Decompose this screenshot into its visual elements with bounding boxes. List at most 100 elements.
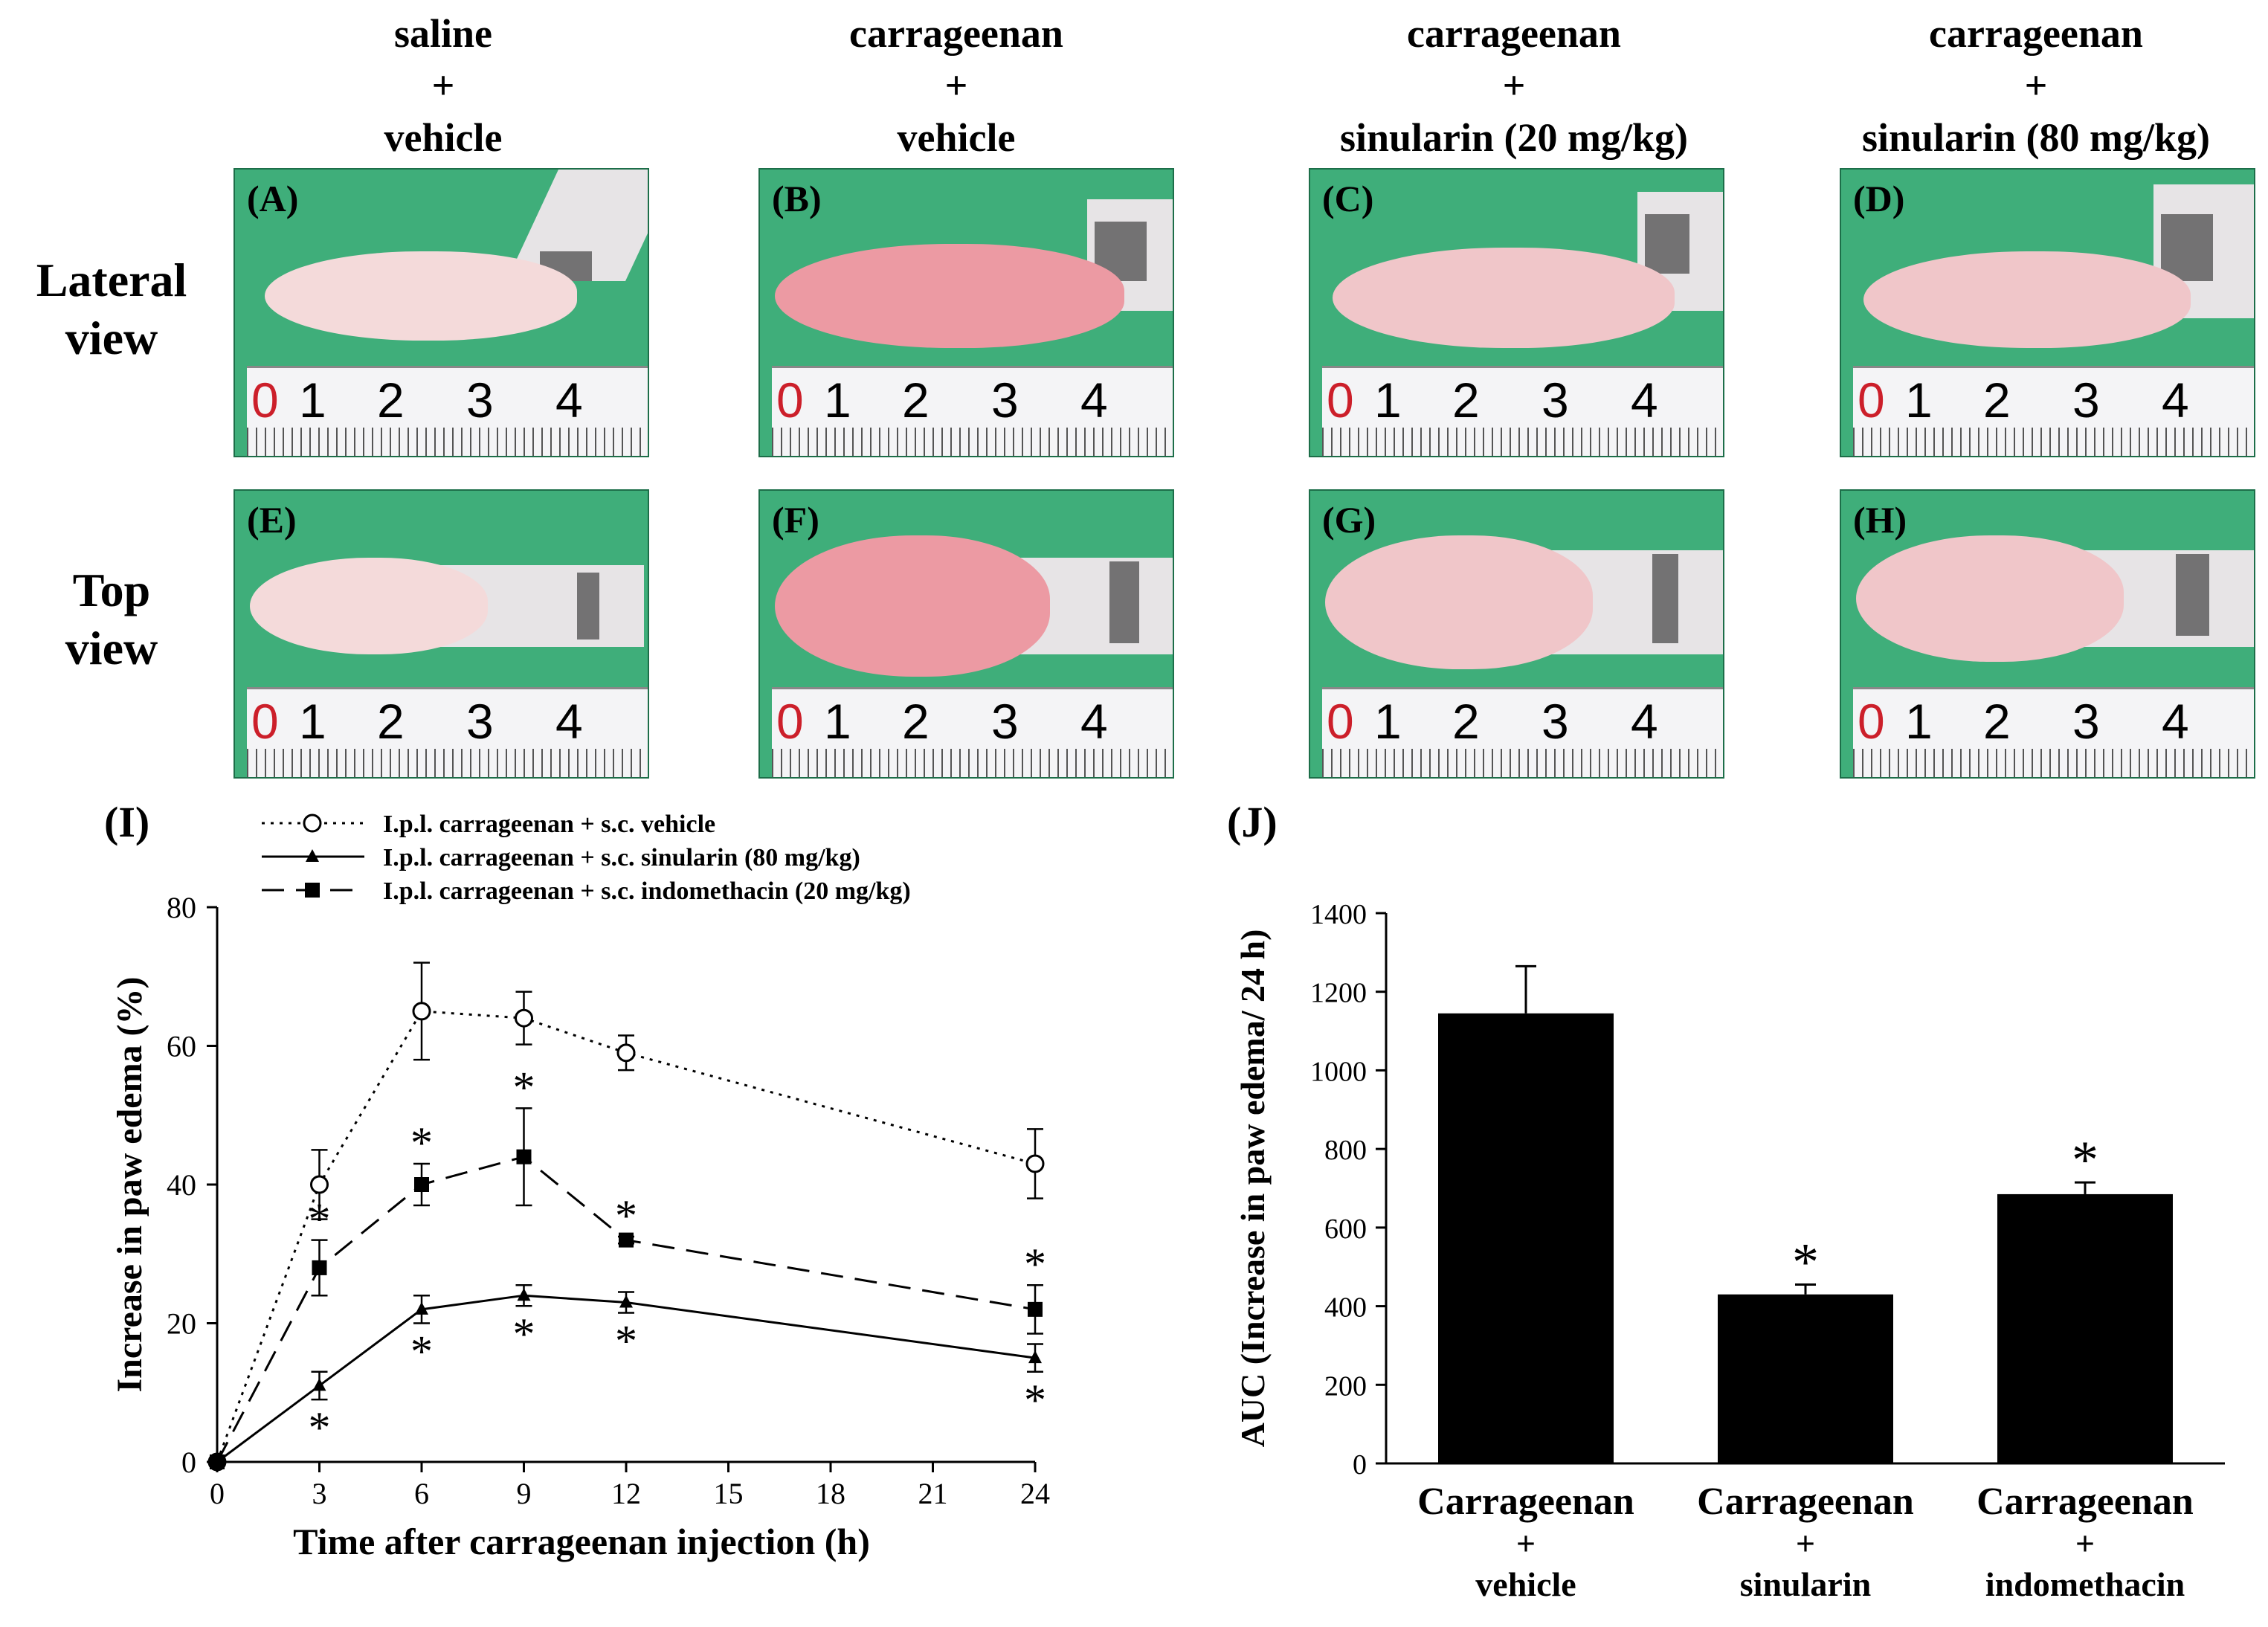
ruler-number: 3 bbox=[991, 373, 1019, 428]
significance-marker: * bbox=[309, 1195, 331, 1244]
significance-marker: * bbox=[309, 1403, 331, 1452]
header-line: sinularin (20 mg/kg) bbox=[1339, 115, 1689, 160]
ruler-number: 4 bbox=[1080, 373, 1108, 428]
header-line: carrageenan bbox=[849, 11, 1063, 56]
x-axis-label: Time after carrageenan injection (h) bbox=[293, 1521, 870, 1562]
photo-tag: (H) bbox=[1853, 499, 1907, 541]
ruler-number: 1 bbox=[1374, 694, 1402, 749]
ruler-number: 2 bbox=[902, 694, 930, 749]
y-tick-label: 1000 bbox=[1310, 1056, 1367, 1087]
header-line: + bbox=[1502, 63, 1526, 108]
data-point bbox=[412, 1002, 431, 1021]
legend-marker bbox=[303, 814, 322, 833]
line-chart: 0 20 40 60 80 0 3 6 9 12 15 18 21 24 Time after carrag… bbox=[110, 811, 1050, 1562]
column-header-sinularin-20: carrageenan + sinularin (20 mg/kg) bbox=[1283, 7, 1745, 164]
category-label: indomethacin bbox=[1985, 1565, 2185, 1603]
ruler-number: 0 bbox=[1327, 694, 1354, 749]
significance-marker: * bbox=[410, 1118, 433, 1167]
header-line: carrageenan bbox=[1407, 11, 1621, 56]
ruler-number: 3 bbox=[991, 694, 1019, 749]
legend-label: I.p.l. carrageenan + s.c. vehicle bbox=[383, 811, 715, 838]
photo-tag: (E) bbox=[247, 499, 297, 541]
ruler-number: 4 bbox=[1080, 694, 1108, 749]
x-tick-label: 24 bbox=[1020, 1477, 1050, 1510]
ruler-number: 0 bbox=[251, 373, 279, 428]
ruler-number: 0 bbox=[251, 694, 279, 749]
panel-label-j: (J) bbox=[1227, 798, 1278, 846]
ruler-ticks bbox=[1853, 428, 2254, 456]
ruler-number: 2 bbox=[1452, 373, 1480, 428]
data-point bbox=[1028, 1350, 1042, 1364]
y-tick-label: 40 bbox=[167, 1168, 196, 1202]
ruler-number: 4 bbox=[2162, 694, 2189, 749]
column-header-sinularin-80: carrageenan + sinularin (80 mg/kg) bbox=[1805, 7, 2267, 164]
data-point bbox=[619, 1295, 633, 1308]
x-tick-label: 6 bbox=[414, 1477, 429, 1510]
photo-tag: (G) bbox=[1322, 499, 1376, 541]
header-line: carrageenan bbox=[1929, 11, 2143, 56]
series-line bbox=[216, 1294, 1036, 1463]
data-point bbox=[414, 1177, 429, 1192]
ruler-ticks bbox=[772, 428, 1173, 456]
paw bbox=[265, 251, 577, 341]
paw bbox=[1856, 535, 2124, 662]
header-line: sinularin (80 mg/kg) bbox=[1861, 115, 2211, 160]
column-header-carrageenan-vehicle: carrageenan + vehicle bbox=[726, 7, 1187, 164]
data-point bbox=[517, 1288, 531, 1301]
photo-tag: (B) bbox=[772, 178, 822, 219]
ink-band bbox=[1652, 554, 1678, 643]
data-point bbox=[310, 1175, 329, 1194]
y-tick-label: 1200 bbox=[1310, 978, 1367, 1009]
category-label: Carrageenan bbox=[1697, 1481, 1914, 1523]
y-axis-label: AUC (Increase in paw edema/ 24 h) bbox=[1234, 930, 1272, 1448]
header-line: saline bbox=[393, 11, 493, 56]
ruler-number: 1 bbox=[1905, 373, 1933, 428]
ruler-number: 3 bbox=[466, 694, 494, 749]
category-label: + bbox=[1796, 1524, 1815, 1562]
ruler-number: 0 bbox=[776, 373, 804, 428]
significance-marker: * bbox=[1024, 1376, 1046, 1425]
y-tick-label: 600 bbox=[1324, 1214, 1367, 1245]
ruler-number: 0 bbox=[776, 694, 804, 749]
ruler-number: 2 bbox=[902, 373, 930, 428]
data-point bbox=[1028, 1301, 1043, 1317]
ruler-number: 3 bbox=[2072, 694, 2100, 749]
series-line bbox=[216, 1156, 1036, 1463]
bar bbox=[1997, 1193, 2173, 1463]
ruler-number: 0 bbox=[1858, 694, 1885, 749]
data-point bbox=[312, 1378, 326, 1391]
category-label: sinularin bbox=[1740, 1565, 1871, 1603]
ruler-number: 0 bbox=[1327, 373, 1354, 428]
header-line: + bbox=[944, 63, 968, 108]
data-point bbox=[619, 1232, 634, 1248]
significance-marker: * bbox=[615, 1191, 637, 1240]
bar bbox=[1438, 1013, 1614, 1463]
ruler-number: 4 bbox=[1631, 373, 1658, 428]
bar-chart: 0 200 400 600 800 1000 1200 1400 AUC (Increase i… bbox=[1234, 899, 2225, 1603]
y-tick-label: 800 bbox=[1324, 1135, 1367, 1166]
x-tick-label: 21 bbox=[918, 1477, 948, 1510]
row-label-line: view bbox=[65, 622, 158, 674]
ruler-ticks bbox=[247, 749, 648, 777]
ruler-number: 3 bbox=[2072, 373, 2100, 428]
header-line: + bbox=[431, 63, 455, 108]
ruler-number: 4 bbox=[2162, 373, 2189, 428]
ruler-number: 1 bbox=[1374, 373, 1402, 428]
ruler-number: 1 bbox=[1905, 694, 1933, 749]
data-point bbox=[516, 1149, 532, 1164]
paw bbox=[1333, 248, 1675, 348]
ruler-number: 3 bbox=[466, 373, 494, 428]
ruler-number: 4 bbox=[1631, 694, 1658, 749]
ruler-ticks bbox=[1322, 749, 1723, 777]
